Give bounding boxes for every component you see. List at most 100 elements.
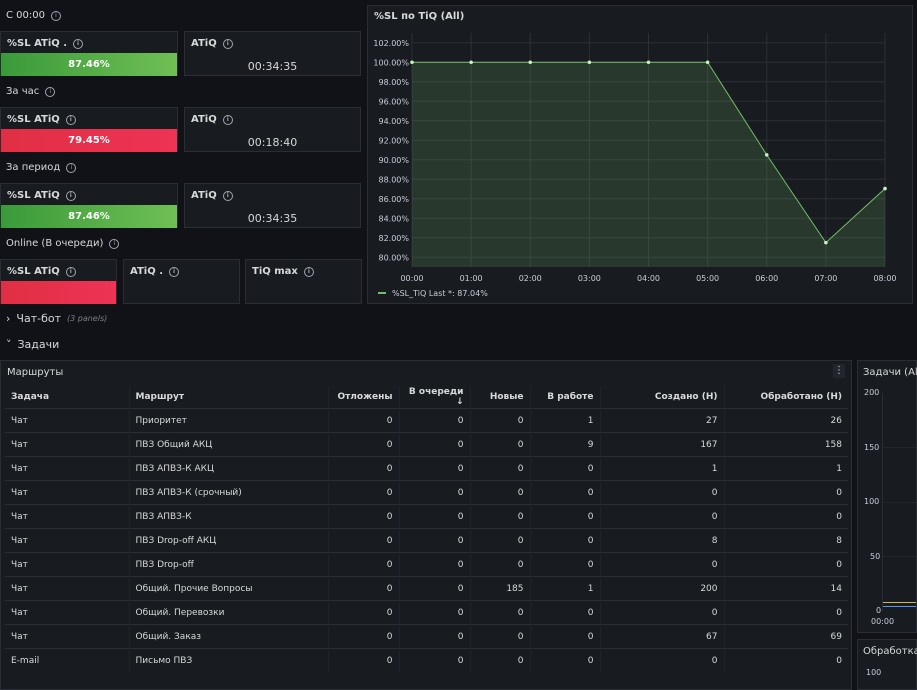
table-row[interactable]: Чат Общий. Перевозки 0 0 0 0 0 0 xyxy=(5,600,848,625)
table-cell: 9 xyxy=(529,432,600,457)
info-icon[interactable]: i xyxy=(169,266,179,277)
data-point xyxy=(587,60,592,65)
table-cell: ПВЗ АПВЗ-К xyxy=(128,504,328,529)
y-tick-label: 100 xyxy=(866,668,882,677)
atiq-stat-panel-1[interactable]: ATiQ i 00:34:35 xyxy=(184,31,361,76)
atiq-stat-panel-2[interactable]: ATiQ i 00:18:40 xyxy=(184,107,361,152)
info-icon[interactable]: i xyxy=(65,190,76,201)
row-tasks-toggle[interactable]: ˅ Задачи xyxy=(6,338,60,351)
table-cell: 0 xyxy=(469,552,530,577)
table-row[interactable]: Чат ПВЗ АПВЗ-К (срочный) 0 0 0 0 0 0 xyxy=(5,480,848,505)
table-cell: 0 xyxy=(529,480,600,505)
column-header[interactable]: Маршрут xyxy=(128,386,328,409)
routes-table-panel[interactable]: Маршруты ⋮ Задача Маршрут Отложены В оче… xyxy=(0,360,852,690)
online-sl-panel[interactable]: %SL ATiQ i xyxy=(0,259,117,304)
table-cell: 0 xyxy=(398,624,470,649)
table-row[interactable]: Чат ПВЗ АПВЗ-К 0 0 0 0 0 0 xyxy=(5,504,848,529)
info-icon[interactable]: i xyxy=(65,266,76,277)
y-tick-label: 80.00% xyxy=(378,253,409,262)
table-row[interactable]: Чат ПВЗ Drop-off АКЦ 0 0 0 0 8 8 xyxy=(5,528,848,553)
sl-stat-value: 87.46% xyxy=(1,53,177,76)
table-cell: 69 xyxy=(723,624,848,649)
info-icon[interactable]: i xyxy=(109,238,120,249)
info-icon[interactable]: i xyxy=(222,190,233,201)
table-cell: 0 xyxy=(469,504,530,529)
column-header[interactable]: Обработано (Н) xyxy=(723,386,848,409)
data-point xyxy=(469,60,473,65)
series-area xyxy=(412,62,885,267)
table-row[interactable]: Чат ПВЗ Drop-off 0 0 0 0 0 0 xyxy=(5,552,848,577)
table-cell: Общий. Прочие Вопросы xyxy=(128,576,328,601)
column-header[interactable]: Отложены xyxy=(327,386,399,409)
column-header[interactable]: Новые xyxy=(469,386,530,409)
table-row[interactable]: Чат ПВЗ Общий АКЦ 0 0 0 9 167 158 xyxy=(5,432,848,457)
row-title-online: Online (В очереди) i xyxy=(6,238,120,249)
table-cell: Письмо ПВЗ xyxy=(128,648,328,672)
info-icon[interactable]: i xyxy=(45,86,56,97)
table-row[interactable]: E-mail Письмо ПВЗ 0 0 0 0 0 0 xyxy=(5,648,848,672)
table-row[interactable]: Чат ПВЗ АПВЗ-К АКЦ 0 0 0 0 1 1 xyxy=(5,456,848,481)
atiq-stat-value: 00:18:40 xyxy=(247,136,298,149)
panel-title: %SL по TiQ (All) xyxy=(374,11,465,22)
x-tick-label: 07:00 xyxy=(814,274,837,283)
panel-menu-icon[interactable]: ⋮ xyxy=(833,364,845,378)
table-cell: Чат xyxy=(5,552,129,577)
table-cell: 0 xyxy=(529,648,600,672)
chevron-right-icon: › xyxy=(6,312,11,325)
column-header-sorted[interactable]: В очереди ↓ xyxy=(398,386,470,409)
sl-chart-panel[interactable]: %SL по TiQ (All) 80.00% 82.00% 84.00% 86.00… xyxy=(367,5,913,304)
sl-stat-panel-3[interactable]: %SL ATiQ i 87.46% xyxy=(0,183,178,228)
table-cell: 0 xyxy=(723,600,848,625)
table-row[interactable]: Чат Общий. Прочие Вопросы 0 0 185 1 200 14 xyxy=(5,576,848,601)
routes-table: Задача Маршрут Отложены В очереди ↓ Новы… xyxy=(5,386,848,672)
info-icon[interactable]: i xyxy=(222,114,233,125)
table-cell: 0 xyxy=(723,504,848,529)
y-tick-label: 84.00% xyxy=(378,214,409,223)
table-cell: 0 xyxy=(327,528,399,553)
tasks-chart-panel[interactable]: Задачи (All) 200 150 100 50 0 00:00 xyxy=(857,360,917,633)
sl-stat-value: 79.45% xyxy=(1,129,177,152)
arrow-down-icon: ↓ xyxy=(455,397,464,407)
data-point xyxy=(646,60,651,65)
table-cell: 0 xyxy=(398,648,470,672)
table-cell: Чат xyxy=(5,456,129,481)
table-cell: ПВЗ Drop-off АКЦ xyxy=(128,528,328,553)
info-icon[interactable]: i xyxy=(50,10,61,21)
table-cell: 0 xyxy=(469,456,530,481)
table-row[interactable]: Чат Общий. Заказ 0 0 0 0 67 69 xyxy=(5,624,848,649)
sl-stat-panel-1[interactable]: %SL ATiQ .i 87.46% xyxy=(0,31,178,76)
info-icon[interactable]: i xyxy=(65,114,76,125)
table-cell: 0 xyxy=(723,648,848,672)
table-cell: 0 xyxy=(599,552,724,577)
table-row[interactable]: Чат Приоритет 0 0 0 1 27 26 xyxy=(5,408,848,433)
table-cell: 0 xyxy=(398,504,470,529)
table-cell: 0 xyxy=(469,624,530,649)
table-cell: Чат xyxy=(5,600,129,625)
table-cell: 1 xyxy=(599,456,724,481)
table-cell: 1 xyxy=(529,576,600,601)
x-tick-label: 00:00 xyxy=(871,617,895,626)
row-chatbot-toggle[interactable]: › Чат-бот (3 panels) xyxy=(6,312,108,325)
online-atiq-panel[interactable]: ATiQ .i xyxy=(123,259,240,304)
x-tick-label: 02:00 xyxy=(519,274,542,283)
column-header[interactable]: В работе xyxy=(529,386,600,409)
atiq-stat-panel-3[interactable]: ATiQ i 00:34:35 xyxy=(184,183,361,228)
y-tick-label: 88.00% xyxy=(378,175,409,184)
table-cell: 0 xyxy=(469,432,530,457)
column-header[interactable]: Задача xyxy=(11,392,50,402)
sl-line-chart: 80.00% 82.00% 84.00% 86.00% 88.00% 90.00% 92.0… xyxy=(373,33,897,298)
table-cell: 0 xyxy=(469,528,530,553)
online-tiq-max-panel[interactable]: TiQ max i xyxy=(245,259,362,304)
table-cell: 200 xyxy=(599,576,724,601)
data-point xyxy=(824,240,828,245)
table-cell: 1 xyxy=(529,408,600,433)
info-icon[interactable]: i xyxy=(222,38,233,49)
table-cell: 27 xyxy=(599,408,724,433)
processing-panel[interactable]: Обработка 100 xyxy=(857,639,917,690)
column-header[interactable]: Создано (Н) xyxy=(599,386,724,409)
info-icon[interactable]: i xyxy=(66,162,77,173)
sl-stat-panel-2[interactable]: %SL ATiQ i 79.45% xyxy=(0,107,178,152)
info-icon[interactable]: i xyxy=(73,38,84,49)
table-cell: 0 xyxy=(529,456,600,481)
info-icon[interactable]: i xyxy=(303,266,314,277)
